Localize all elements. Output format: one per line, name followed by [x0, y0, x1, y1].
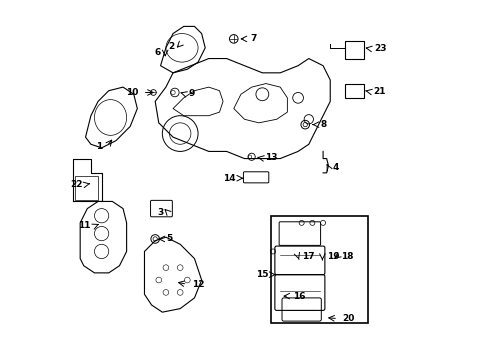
Text: 21: 21: [372, 87, 385, 96]
Text: 13: 13: [264, 153, 277, 162]
Text: 8: 8: [320, 120, 326, 129]
Bar: [344, 41, 364, 59]
Bar: [271, 216, 367, 323]
Text: 7: 7: [250, 35, 256, 44]
Text: 6: 6: [154, 48, 161, 57]
Text: 16: 16: [293, 292, 305, 301]
Text: 11: 11: [78, 221, 91, 230]
Text: 20: 20: [342, 314, 354, 323]
Text: 15: 15: [255, 270, 267, 279]
Text: 18: 18: [340, 252, 353, 261]
Bar: [75, 176, 98, 200]
Text: 2: 2: [167, 41, 174, 50]
Bar: [344, 84, 364, 98]
Text: 1: 1: [96, 141, 102, 150]
Text: 4: 4: [332, 163, 338, 172]
Text: 23: 23: [373, 44, 386, 53]
Text: 3: 3: [157, 208, 163, 217]
Text: 22: 22: [70, 180, 82, 189]
Text: 9: 9: [188, 89, 194, 98]
Text: 5: 5: [166, 234, 173, 243]
Text: 14: 14: [223, 174, 235, 183]
Text: 10: 10: [126, 88, 138, 97]
Text: 19: 19: [326, 252, 339, 261]
Text: 12: 12: [191, 280, 203, 289]
Text: 17: 17: [302, 252, 314, 261]
